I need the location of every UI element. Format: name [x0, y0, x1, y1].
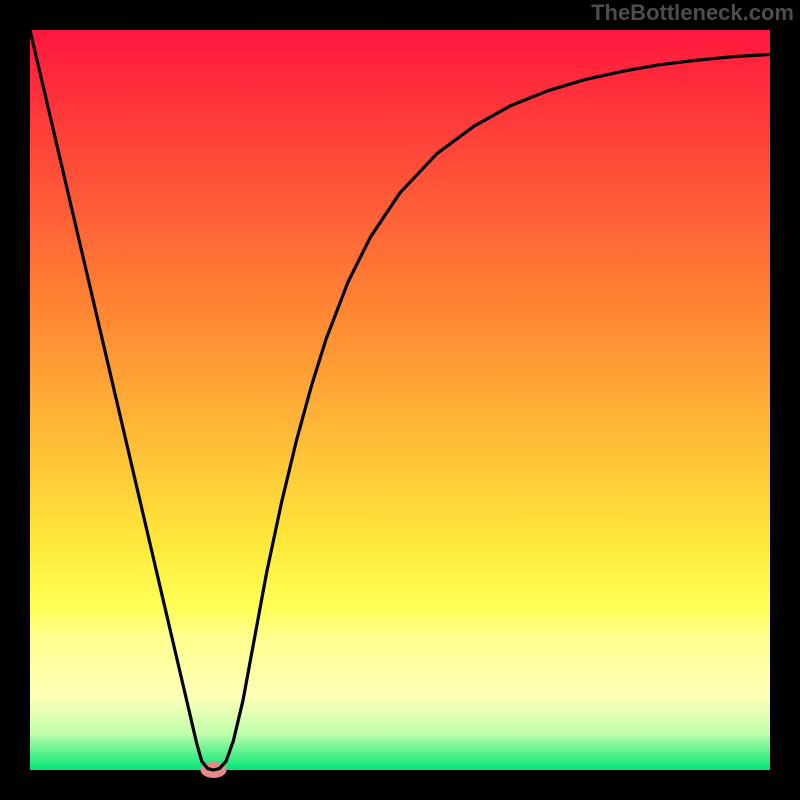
plot-background	[30, 30, 770, 770]
chart-svg	[0, 0, 800, 800]
